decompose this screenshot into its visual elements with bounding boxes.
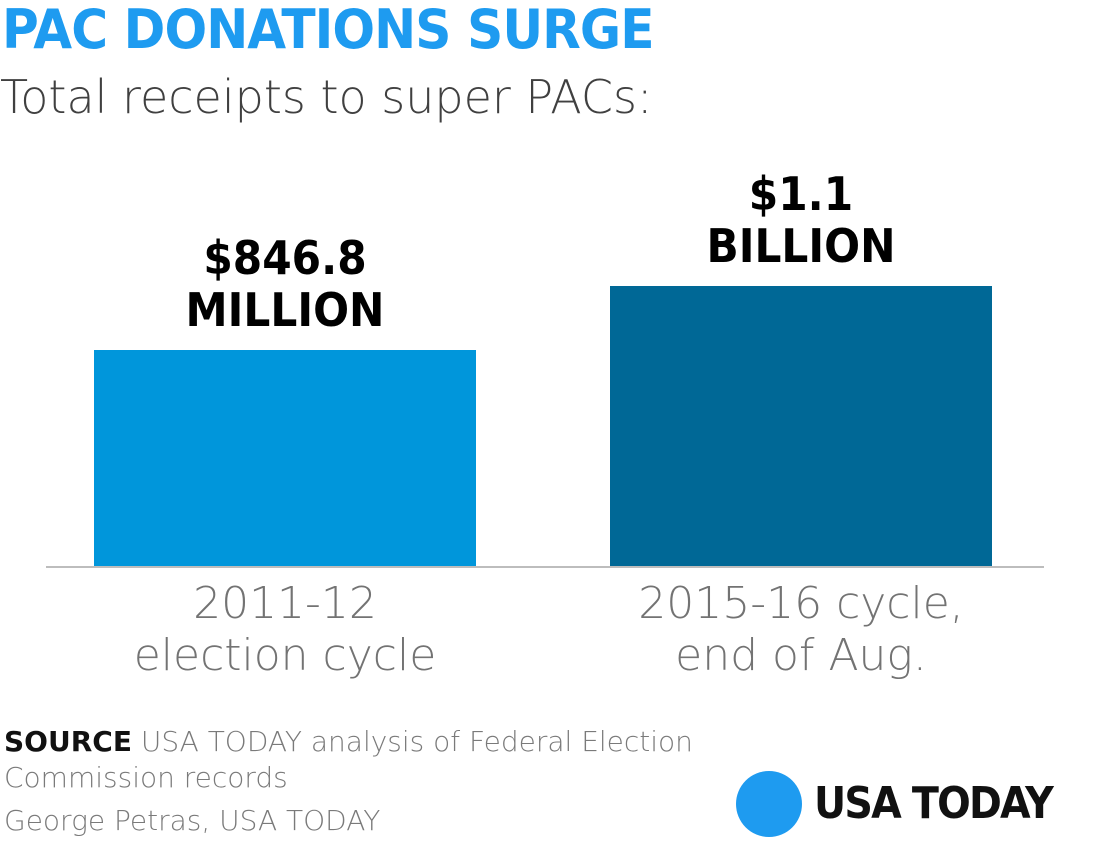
source-text: USA TODAY analysis of Federal Election C… [4,725,693,794]
bar-value-label-2011-12: $846.8 MILLION [185,231,385,337]
chart-title: PAC DONATIONS SURGE [2,0,655,61]
usa-today-logo-dot-icon [736,771,802,837]
bar-2015-16 [610,286,992,566]
x-axis-baseline [46,566,1044,568]
source-note: SOURCE USA TODAY analysis of Federal Ele… [4,724,724,796]
bar-2011-12 [94,350,476,566]
credit-line: George Petras, USA TODAY [4,804,381,837]
category-label-2011-12: 2011-12 election cycle [133,578,437,681]
source-label: SOURCE [4,725,132,758]
category-label-2015-16: 2015-16 cycle, end of Aug. [638,578,964,681]
chart-subtitle: Total receipts to super PACs: [0,70,653,124]
bar-value-label-2015-16: $1.1 BILLION [706,167,896,273]
usa-today-logo-text: USA TODAY [814,778,1054,829]
